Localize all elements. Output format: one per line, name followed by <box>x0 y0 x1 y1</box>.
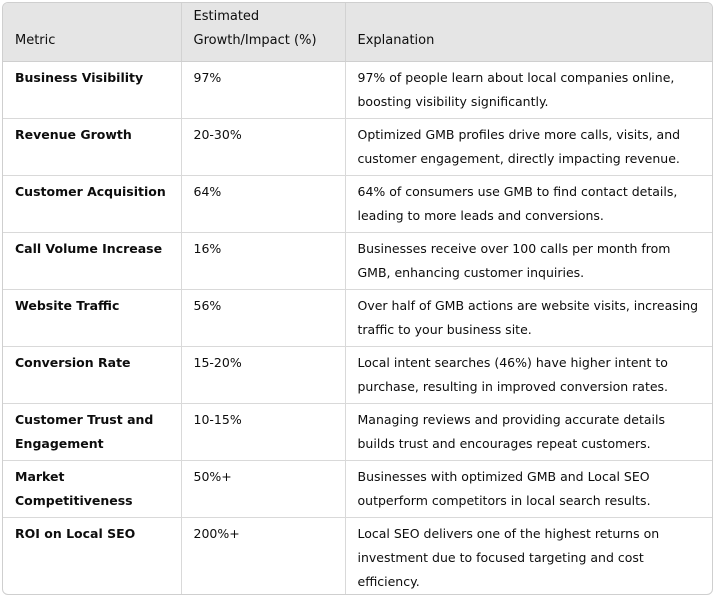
explanation-cell: 64% of consumers use GMB to find contact… <box>345 175 712 233</box>
metric-cell: Customer Acquisition <box>3 175 182 233</box>
header-impact: Estimated Growth/Impact (%) <box>181 3 346 62</box>
table-row: Revenue Growth 20-30% Optimized GMB prof… <box>3 118 712 176</box>
impact-cell: 50%+ <box>181 460 346 518</box>
metric-cell: ROI on Local SEO <box>3 517 182 594</box>
explanation-cell: 97% of people learn about local companie… <box>345 61 712 119</box>
explanation-cell: Over half of GMB actions are website vis… <box>345 289 712 347</box>
explanation-cell: Businesses receive over 100 calls per mo… <box>345 232 712 290</box>
table-row: Market Competitiveness 50%+ Businesses w… <box>3 460 712 518</box>
header-row: Metric Estimated Growth/Impact (%) Expla… <box>3 3 712 62</box>
metric-cell: Customer Trust and Engagement <box>3 403 182 461</box>
metric-cell: Market Competitiveness <box>3 460 182 518</box>
impact-cell: 64% <box>181 175 346 233</box>
metric-cell: Business Visibility <box>3 61 182 119</box>
table-header: Metric Estimated Growth/Impact (%) Expla… <box>3 3 712 62</box>
explanation-cell: Optimized GMB profiles drive more calls,… <box>345 118 712 176</box>
table-row: Customer Acquisition 64% 64% of consumer… <box>3 175 712 233</box>
explanation-cell: Local SEO delivers one of the highest re… <box>357 525 660 589</box>
explanation-cell: Managing reviews and providing accurate … <box>345 403 712 461</box>
impact-cell: 97% <box>181 61 346 119</box>
table-body: Business Visibility 97% 97% of people le… <box>3 61 712 594</box>
table-row: Call Volume Increase 16% Businesses rece… <box>3 232 712 290</box>
impact-cell: 56% <box>181 289 346 347</box>
header-explanation: Explanation <box>345 3 712 62</box>
metric-cell: Website Traffic <box>3 289 182 347</box>
metric-cell: Revenue Growth <box>3 118 182 176</box>
metric-cell: Conversion Rate <box>3 346 182 404</box>
table-row: Business Visibility 97% 97% of people le… <box>3 61 712 119</box>
header-metric: Metric <box>3 3 182 62</box>
impact-cell: 20-30% <box>181 118 346 176</box>
impact-cell: 200%+ <box>181 517 346 594</box>
metric-cell: Call Volume Increase <box>3 232 182 290</box>
impact-cell: 16% <box>181 232 346 290</box>
table-row: Conversion Rate 15-20% Local intent sear… <box>3 346 712 404</box>
metrics-table: Metric Estimated Growth/Impact (%) Expla… <box>3 3 712 594</box>
impact-cell: 10-15% <box>181 403 346 461</box>
table-row: Website Traffic 56% Over half of GMB act… <box>3 289 712 347</box>
explanation-cell: Local intent searches (46%) have higher … <box>345 346 712 404</box>
table-row: Customer Trust and Engagement 10-15% Man… <box>3 403 712 461</box>
table-row: ROI on Local SEO 200%+ Local SEO deliver… <box>3 517 712 594</box>
explanation-cell: Businesses with optimized GMB and Local … <box>345 460 712 518</box>
impact-cell: 15-20% <box>181 346 346 404</box>
